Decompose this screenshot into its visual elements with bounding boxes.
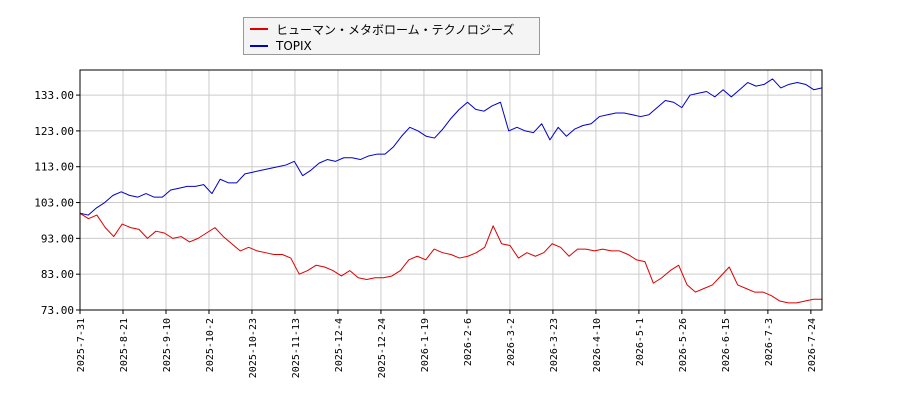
x-tick-label: 2025-8-21 — [119, 318, 130, 372]
x-tick-label: 2025-12-24 — [377, 318, 388, 378]
x-tick-label: 2026-1-19 — [420, 318, 431, 372]
x-tick-label: 2026-6-15 — [721, 318, 732, 372]
grid-layer — [79, 70, 822, 311]
y-tick-label: 103.00 — [34, 197, 74, 210]
legend: ヒューマン・メタボローム・テクノロジーズ TOPIX — [243, 17, 540, 55]
y-tick-label: 123.00 — [34, 125, 74, 138]
series-line-2 — [79, 78, 823, 216]
x-tick-label: 2026-4-10 — [592, 318, 603, 372]
legend-swatch-series-1 — [250, 28, 268, 30]
y-tick-label: 133.00 — [34, 89, 74, 102]
y-tick-label: 113.00 — [34, 161, 74, 174]
x-axis: 2025-7-31 2025-8-21 2025-9-10 2025-10-2 2025… — [76, 310, 818, 378]
x-tick-label: 2026-2-6 — [463, 318, 474, 366]
x-tick-label: 2025-10-23 — [248, 318, 259, 378]
legend-label-series-2: TOPIX — [276, 39, 312, 53]
legend-item-series-1: ヒューマン・メタボローム・テクノロジーズ — [250, 21, 514, 37]
x-tick-label: 2026-7-24 — [807, 318, 818, 372]
y-axis: 73.00 83.00 93.00 103.00 113.00 123.00 133.00 — [34, 89, 80, 317]
series-layer — [79, 78, 823, 304]
legend-swatch-series-2 — [250, 45, 268, 47]
legend-item-series-2: TOPIX — [250, 38, 312, 54]
x-tick-label: 2025-11-13 — [291, 318, 302, 378]
x-tick-label: 2026-3-23 — [549, 318, 560, 372]
x-tick-label: 2026-5-26 — [678, 318, 689, 372]
x-tick-label: 2025-9-10 — [162, 318, 173, 372]
y-tick-label: 93.00 — [41, 232, 74, 245]
x-tick-label: 2025-7-31 — [76, 318, 87, 372]
plot-frame — [79, 69, 823, 311]
x-tick-label: 2026-5-1 — [635, 318, 646, 366]
x-tick-label: 2025-10-2 — [205, 318, 216, 372]
legend-label-series-1: ヒューマン・メタボローム・テクノロジーズ — [276, 22, 515, 37]
x-tick-label: 2026-3-2 — [506, 318, 517, 366]
x-tick-label: 2025-12-4 — [334, 318, 345, 372]
x-tick-label: 2026-7-3 — [764, 318, 775, 366]
y-tick-label: 73.00 — [41, 304, 74, 317]
y-tick-label: 83.00 — [41, 268, 74, 281]
series-line-1 — [79, 212, 822, 304]
